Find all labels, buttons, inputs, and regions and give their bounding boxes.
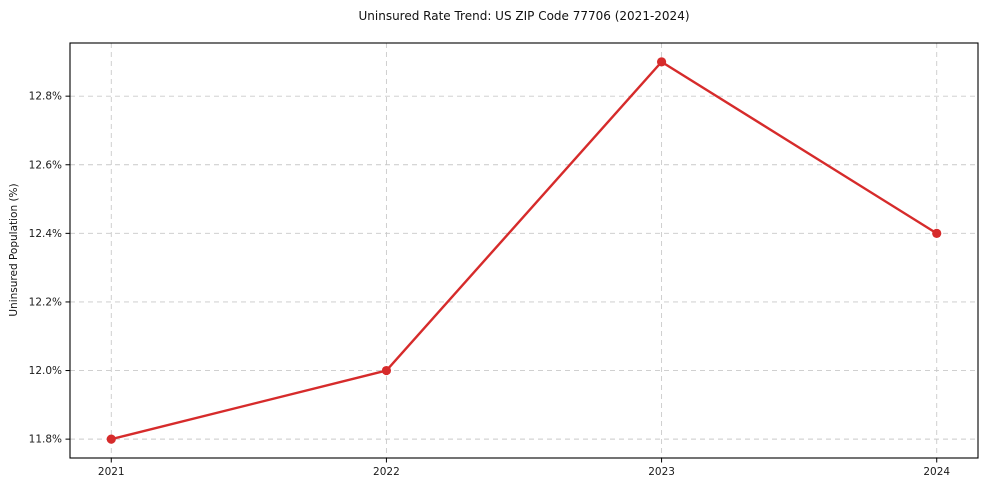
data-point-marker bbox=[381, 365, 392, 376]
y-tick-label: 11.8% bbox=[29, 434, 62, 446]
axes-frame bbox=[69, 42, 979, 459]
y-tick-label: 12.6% bbox=[29, 159, 62, 171]
chart-title: Uninsured Rate Trend: US ZIP Code 77706 … bbox=[358, 9, 690, 23]
x-tick-label: 2024 bbox=[923, 466, 950, 478]
y-tick-label: 12.2% bbox=[29, 296, 62, 308]
y-tick-label: 12.4% bbox=[29, 228, 62, 240]
y-tick-label: 12.0% bbox=[29, 365, 62, 377]
data-point-marker bbox=[932, 228, 942, 238]
x-tick-label: 2023 bbox=[648, 466, 675, 478]
trend-line bbox=[110, 60, 938, 441]
x-tick-label: 2022 bbox=[373, 466, 400, 478]
y-tick-label: 12.8% bbox=[29, 91, 62, 103]
data-point-marker bbox=[106, 434, 116, 444]
data-point-marker bbox=[656, 57, 667, 67]
x-tick-label: 2021 bbox=[98, 466, 125, 478]
